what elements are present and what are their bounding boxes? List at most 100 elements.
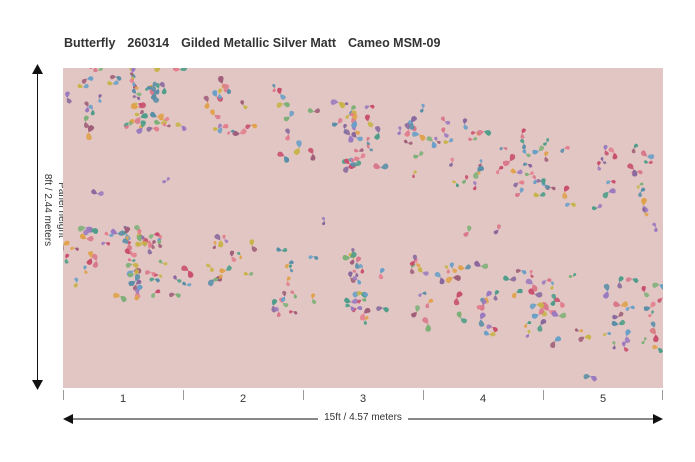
butterfly-icon — [109, 74, 122, 81]
butterfly-icon — [286, 276, 291, 287]
butterfly-icon — [125, 262, 139, 269]
butterfly-icon — [359, 307, 371, 321]
butterfly-icon — [158, 116, 170, 121]
butterfly-icon — [603, 283, 610, 299]
butterfly-icon — [524, 171, 534, 177]
butterfly-icon — [463, 225, 472, 237]
butterfly-icon — [159, 81, 167, 95]
butterfly-icon — [110, 228, 125, 236]
butterfly-icon — [522, 149, 531, 158]
butterfly-icon — [132, 95, 141, 101]
butterfly-icon — [83, 228, 99, 236]
butterfly-icon — [218, 76, 230, 90]
butterfly-icon — [592, 203, 603, 211]
butterfly-icon — [652, 282, 663, 290]
butterfly-icon — [643, 160, 653, 164]
butterfly-icon — [624, 329, 631, 344]
butterfly-icon — [638, 187, 646, 197]
butterfly-icon — [127, 258, 136, 262]
butterfly-icon — [474, 260, 489, 269]
butterfly-icon — [219, 265, 232, 274]
butterfly-icon — [217, 88, 223, 100]
butterfly-icon — [285, 128, 290, 141]
butterfly-icon — [529, 270, 534, 278]
butterfly-icon — [578, 334, 592, 343]
butterfly-icon — [308, 255, 319, 261]
butterfly-icon — [64, 253, 70, 264]
butterfly-icon — [84, 101, 90, 113]
butterfly-icon — [293, 140, 302, 155]
panel-number-1: 1 — [119, 393, 127, 405]
butterfly-icon — [237, 251, 243, 260]
butterfly-icon — [422, 317, 431, 332]
butterfly-icon — [343, 129, 354, 143]
butterfly-icon — [510, 168, 523, 175]
butterfly-icon — [136, 234, 148, 247]
butterfly-icon — [271, 298, 278, 313]
butterfly-icon — [520, 138, 526, 149]
butterfly-icon — [550, 293, 556, 307]
butterfly-icon — [280, 290, 287, 302]
butterfly-icon — [641, 337, 647, 345]
butterfly-icon — [606, 179, 616, 185]
butterfly-icon — [441, 127, 449, 138]
butterfly-icon — [574, 328, 584, 333]
butterfly-icon — [146, 126, 160, 132]
butterfly-icon — [351, 131, 363, 142]
butterfly-icon — [648, 310, 655, 318]
arrow-up-icon — [32, 64, 43, 74]
butterfly-icon — [478, 312, 486, 327]
butterfly-icon — [227, 129, 235, 135]
butterfly-icon — [162, 177, 170, 184]
butterfly-icon — [127, 268, 140, 278]
butterfly-icon — [452, 180, 459, 188]
butterfly-icon — [462, 118, 469, 130]
butterfly-icon — [356, 291, 369, 297]
butterfly-icon — [409, 254, 418, 266]
butterfly-icon — [70, 246, 80, 251]
butterfly-icon — [525, 329, 531, 338]
butterfly-icon — [374, 125, 381, 140]
butterfly-icon — [544, 151, 549, 162]
butterfly-icon — [352, 276, 362, 285]
product-finish: Gilded Metallic Silver Matt — [181, 36, 337, 50]
butterfly-icon — [612, 340, 616, 350]
butterfly-icon — [434, 136, 441, 144]
butterfly-icon — [274, 306, 281, 317]
panel-number-2: 2 — [239, 393, 247, 405]
butterfly-icon — [158, 259, 168, 266]
butterfly-icon — [277, 151, 290, 163]
butterfly-icon — [453, 291, 463, 306]
height-label: Panel height 8ft / 2.44 meters — [28, 150, 68, 270]
butterfly-icon — [541, 178, 551, 190]
butterfly-icon — [154, 119, 168, 125]
butterfly-icon — [493, 289, 500, 301]
butterfly-icon — [532, 174, 537, 185]
butterfly-icon — [531, 308, 545, 319]
butterfly-icon — [222, 234, 229, 244]
width-label: 15ft / 4.57 meters — [318, 412, 408, 423]
butterfly-icon — [113, 292, 127, 303]
butterfly-icon — [162, 122, 171, 128]
butterfly-icon — [342, 251, 357, 261]
butterfly-icon — [412, 131, 426, 141]
butterfly-icon — [307, 108, 321, 114]
butterfly-icon — [419, 103, 425, 113]
butterfly-icon — [529, 302, 545, 310]
butterfly-icon — [147, 81, 157, 90]
butterfly-icon — [649, 327, 659, 342]
butterfly-icon — [608, 147, 618, 160]
butterfly-icon — [243, 271, 254, 276]
butterfly-icon — [397, 126, 402, 136]
butterfly-icon — [91, 189, 104, 196]
butterfly-icon — [440, 116, 451, 125]
butterfly-icon — [640, 150, 655, 160]
butterfly-icon — [131, 88, 142, 97]
butterfly-icon — [288, 310, 298, 315]
butterfly-icon — [173, 275, 182, 283]
width-dimension-arrow: 15ft / 4.57 meters — [63, 408, 663, 432]
butterfly-icon — [181, 265, 194, 278]
butterfly-icon — [625, 277, 639, 284]
butterfly-icon — [358, 263, 365, 274]
butterfly-icon — [154, 273, 163, 278]
